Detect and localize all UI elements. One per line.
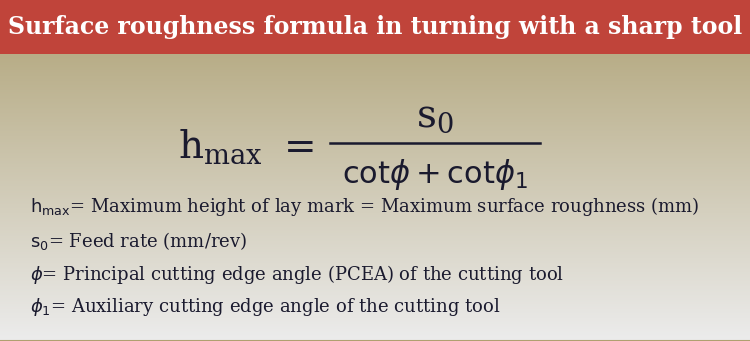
Text: $\mathregular{h_{max}}$: $\mathregular{h_{max}}$ [178,128,262,166]
Text: $\phi$= Principal cutting edge angle (PCEA) of the cutting tool: $\phi$= Principal cutting edge angle (PC… [30,263,564,286]
Text: $\phi_1$= Auxiliary cutting edge angle of the cutting tool: $\phi_1$= Auxiliary cutting edge angle o… [30,296,500,318]
Text: Surface roughness formula in turning with a sharp tool: Surface roughness formula in turning wit… [8,15,742,39]
Text: $\mathrm{h_{max}}$= Maximum height of lay mark = Maximum surface roughness (mm): $\mathrm{h_{max}}$= Maximum height of la… [30,195,700,218]
Text: $\mathrm{cot}\phi + \mathrm{cot}\phi_1$: $\mathrm{cot}\phi + \mathrm{cot}\phi_1$ [342,157,528,192]
Text: $\mathrm{s_0}$= Feed rate (mm/rev): $\mathrm{s_0}$= Feed rate (mm/rev) [30,230,248,252]
Text: $\mathregular{s_0}$: $\mathregular{s_0}$ [416,98,454,135]
Text: $=$: $=$ [276,128,314,165]
